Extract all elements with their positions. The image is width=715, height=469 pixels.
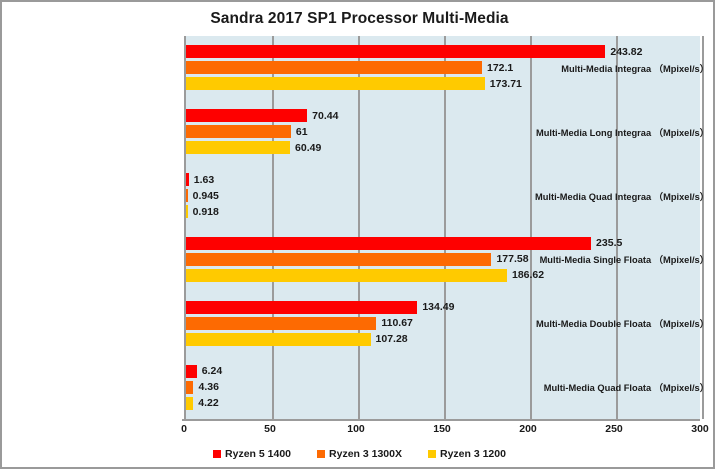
bar[interactable] (186, 236, 592, 250)
gridline-200 (530, 36, 532, 419)
bar-row: 0.945 (186, 189, 702, 203)
bar-row: 4.22 (186, 396, 702, 410)
bar[interactable] (186, 109, 308, 123)
bar[interactable] (186, 173, 189, 187)
bar[interactable] (186, 141, 291, 155)
category-label: Multi-Media Integraa （Mpixel/s） (561, 63, 709, 74)
bar[interactable] (186, 364, 197, 378)
bar-row: 172.1 (186, 61, 702, 75)
bar-row: 134.49 (186, 300, 702, 314)
category-label: Multi-Media Quad Integraa （Mpixel/s） (535, 191, 710, 202)
bar[interactable] (186, 45, 606, 59)
legend-label: Ryzen 3 1300X (329, 448, 402, 460)
bar[interactable] (186, 61, 482, 75)
bar-row: 243.82 (186, 45, 702, 59)
gridline-100 (358, 36, 360, 419)
x-tick-label: 0 (181, 423, 187, 435)
bar-value-label: 134.49 (422, 301, 455, 314)
plot-area: 243.82 172.1 173.71 70.44 61 60.49 1.63 0.945 0.… (184, 36, 704, 419)
bar-value-label: 173.71 (489, 77, 522, 90)
bar-row: 6.24 (186, 364, 702, 378)
bar-value-label: 235.5 (596, 237, 623, 250)
bar-row: 173.71 (186, 77, 702, 91)
bar[interactable] (186, 189, 188, 203)
legend-label: Ryzen 3 1200 (439, 448, 506, 460)
category-label: Multi-Media Single Floata （Mpixel/s） (539, 255, 709, 266)
x-tick-label: 250 (605, 423, 623, 435)
bar-value-label: 177.58 (496, 253, 529, 266)
legend-item[interactable]: Ryzen 5 1400 (213, 448, 291, 460)
chart-legend: Ryzen 5 1400 Ryzen 3 1300X Ryzen 3 1200 (2, 448, 715, 460)
bar[interactable] (186, 332, 371, 346)
bar[interactable] (186, 205, 188, 219)
x-axis-line (182, 419, 700, 421)
legend-swatch-icon (427, 450, 436, 458)
bar-value-label: 61 (295, 125, 308, 138)
legend-swatch-icon (317, 450, 326, 458)
bar-value-label: 0.918 (192, 205, 219, 218)
bar-value-label: 4.36 (198, 381, 219, 394)
bar-value-label: 70.44 (312, 109, 339, 122)
x-tick-label: 100 (347, 423, 365, 435)
bar-row: 186.62 (186, 268, 702, 282)
bar-value-label: 243.82 (610, 45, 643, 58)
bar-row: 235.5 (186, 236, 702, 250)
legend-item[interactable]: Ryzen 3 1300X (317, 448, 402, 460)
legend-swatch-icon (213, 450, 222, 458)
bar-row: 107.28 (186, 332, 702, 346)
bar[interactable] (186, 380, 194, 394)
bar-row: 1.63 (186, 173, 702, 187)
bar-row: 177.58 (186, 252, 702, 266)
gridline-300 (702, 36, 704, 419)
bar[interactable] (186, 316, 377, 330)
bar-row: 110.67 (186, 316, 702, 330)
bar-value-label: 6.24 (201, 365, 223, 378)
x-tick-label: 50 (264, 423, 276, 435)
gridline-150 (444, 36, 446, 419)
category-label: Multi-Media Long Integraa （Mpixel/s） (535, 127, 709, 138)
x-tick-label: 300 (691, 423, 709, 435)
category-label: Multi-Media Double Floata （Mpixel/s） (535, 319, 709, 330)
chart-title: Sandra 2017 SP1 Processor Multi-Media (210, 10, 509, 27)
legend-label: Ryzen 5 1400 (225, 448, 292, 460)
x-tick-label: 150 (433, 423, 451, 435)
bar-row: 4.36 (186, 380, 702, 394)
x-tick-label: 200 (519, 423, 537, 435)
bar-row: 60.49 (186, 141, 702, 155)
gridline-250 (616, 36, 618, 419)
bar[interactable] (186, 77, 485, 91)
bar-value-label: 60.49 (295, 141, 322, 154)
bar[interactable] (186, 268, 507, 282)
bar[interactable] (186, 300, 418, 314)
bar-row: 70.44 (186, 109, 702, 123)
bar-value-label: 186.62 (511, 269, 545, 282)
bar[interactable] (186, 125, 291, 139)
bar-row: 61 (186, 125, 702, 139)
category-label: Multi-Media Quad Floata （Mpixel/s） (543, 383, 709, 394)
bar-value-label: 110.67 (381, 317, 413, 330)
bar-row: 0.918 (186, 205, 702, 219)
bar-value-label: 107.28 (375, 333, 408, 346)
bar[interactable] (186, 396, 194, 410)
legend-item[interactable]: Ryzen 3 1200 (427, 448, 506, 460)
bar-value-label: 0.945 (192, 189, 219, 202)
bar[interactable] (186, 252, 492, 266)
bar-value-label: 4.22 (198, 397, 219, 410)
bar-value-label: 172.1 (487, 61, 514, 74)
gridline-50 (272, 36, 274, 419)
bar-value-label: 1.63 (193, 173, 215, 186)
